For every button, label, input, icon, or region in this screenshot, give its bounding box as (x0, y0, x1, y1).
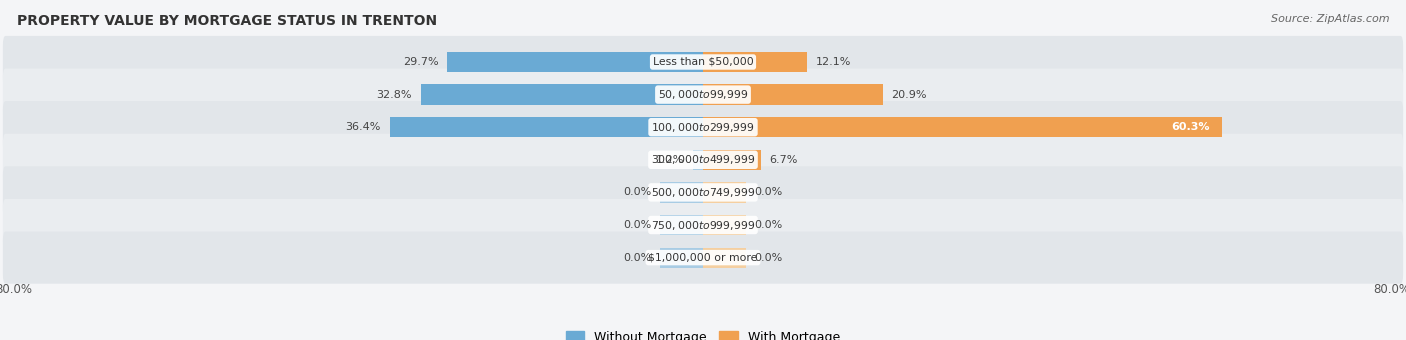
Bar (703, 248, 747, 268)
Text: $500,000 to $749,999: $500,000 to $749,999 (651, 186, 755, 199)
FancyBboxPatch shape (3, 69, 1403, 121)
Text: 29.7%: 29.7% (404, 57, 439, 67)
Text: 1.2%: 1.2% (655, 155, 685, 165)
Bar (659, 182, 703, 203)
Text: $100,000 to $299,999: $100,000 to $299,999 (651, 121, 755, 134)
Bar (703, 215, 747, 235)
Text: 0.0%: 0.0% (623, 253, 651, 262)
Text: $300,000 to $499,999: $300,000 to $499,999 (651, 153, 755, 166)
FancyBboxPatch shape (3, 232, 1403, 284)
Text: 60.3%: 60.3% (1171, 122, 1209, 132)
Text: Less than $50,000: Less than $50,000 (652, 57, 754, 67)
FancyBboxPatch shape (3, 134, 1403, 186)
Text: 0.0%: 0.0% (623, 220, 651, 230)
Bar (703, 182, 747, 203)
Text: 6.7%: 6.7% (769, 155, 797, 165)
Bar (703, 84, 883, 105)
Text: 0.0%: 0.0% (755, 187, 783, 198)
Bar (703, 150, 761, 170)
Text: 36.4%: 36.4% (346, 122, 381, 132)
FancyBboxPatch shape (3, 166, 1403, 219)
Bar (693, 150, 703, 170)
Text: 32.8%: 32.8% (377, 90, 412, 100)
Bar (389, 117, 703, 137)
Text: $1,000,000 or more: $1,000,000 or more (648, 253, 758, 262)
Bar (447, 52, 703, 72)
Text: 0.0%: 0.0% (755, 220, 783, 230)
Text: 12.1%: 12.1% (815, 57, 851, 67)
Text: 0.0%: 0.0% (623, 187, 651, 198)
Bar (420, 84, 703, 105)
Bar (703, 117, 1222, 137)
Bar (659, 215, 703, 235)
Bar (659, 248, 703, 268)
Text: $750,000 to $999,999: $750,000 to $999,999 (651, 219, 755, 232)
Text: 20.9%: 20.9% (891, 90, 927, 100)
FancyBboxPatch shape (3, 199, 1403, 251)
Legend: Without Mortgage, With Mortgage: Without Mortgage, With Mortgage (561, 326, 845, 340)
FancyBboxPatch shape (3, 101, 1403, 153)
Text: Source: ZipAtlas.com: Source: ZipAtlas.com (1271, 14, 1389, 23)
Text: PROPERTY VALUE BY MORTGAGE STATUS IN TRENTON: PROPERTY VALUE BY MORTGAGE STATUS IN TRE… (17, 14, 437, 28)
FancyBboxPatch shape (3, 36, 1403, 88)
Bar (703, 52, 807, 72)
Text: 0.0%: 0.0% (755, 253, 783, 262)
Text: $50,000 to $99,999: $50,000 to $99,999 (658, 88, 748, 101)
